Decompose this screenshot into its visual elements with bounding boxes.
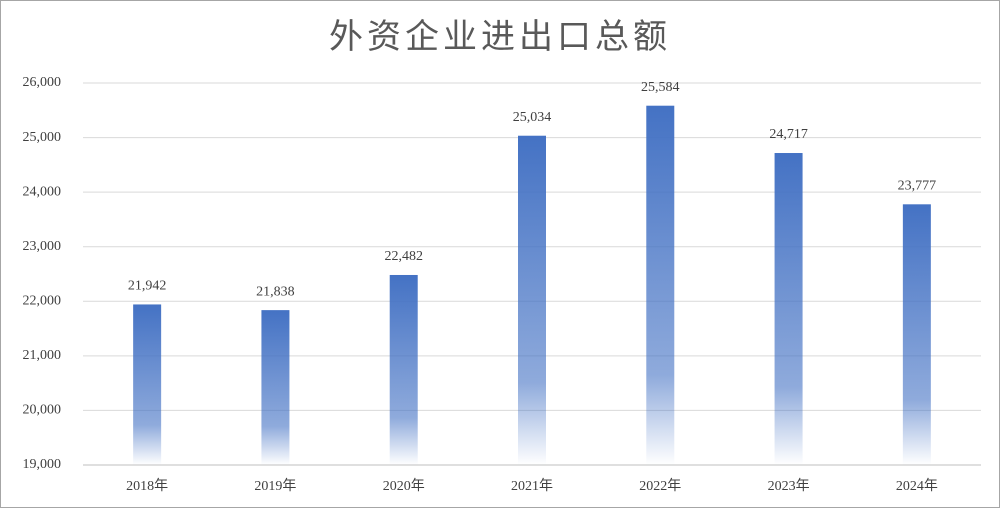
y-tick-label: 23,000 — [23, 239, 62, 254]
x-tick-label: 2020年 — [383, 478, 425, 494]
bar — [518, 135, 546, 465]
x-tick-label: 2019年 — [254, 478, 296, 494]
bar — [902, 204, 931, 465]
value-label: 22,482 — [384, 249, 423, 264]
y-tick-label: 25,000 — [23, 130, 62, 145]
x-tick-label: 2024年 — [896, 478, 938, 494]
value-label: 21,942 — [128, 279, 167, 294]
x-tick-label: 2022年 — [639, 478, 681, 494]
value-label: 24,717 — [769, 127, 808, 142]
y-tick-label: 22,000 — [23, 294, 62, 309]
bar — [133, 304, 162, 465]
y-tick-label: 19,000 — [23, 457, 62, 472]
x-tick-label: 2021年 — [511, 478, 553, 494]
bar — [261, 310, 290, 465]
value-label: 23,777 — [898, 179, 937, 194]
x-tick-label: 2018年 — [126, 478, 168, 494]
bar — [646, 105, 675, 465]
bar — [389, 274, 418, 465]
chart-title: 外资企业进出口总额 — [329, 18, 671, 56]
bar — [774, 153, 803, 465]
value-label: 21,838 — [256, 284, 295, 299]
y-tick-label: 20,000 — [23, 403, 62, 418]
x-tick-label: 2023年 — [768, 478, 810, 494]
y-tick-label: 26,000 — [23, 75, 62, 90]
y-tick-label: 24,000 — [23, 184, 62, 199]
value-label: 25,584 — [641, 80, 680, 95]
value-label: 25,034 — [513, 110, 552, 125]
y-tick-label: 21,000 — [23, 348, 62, 363]
